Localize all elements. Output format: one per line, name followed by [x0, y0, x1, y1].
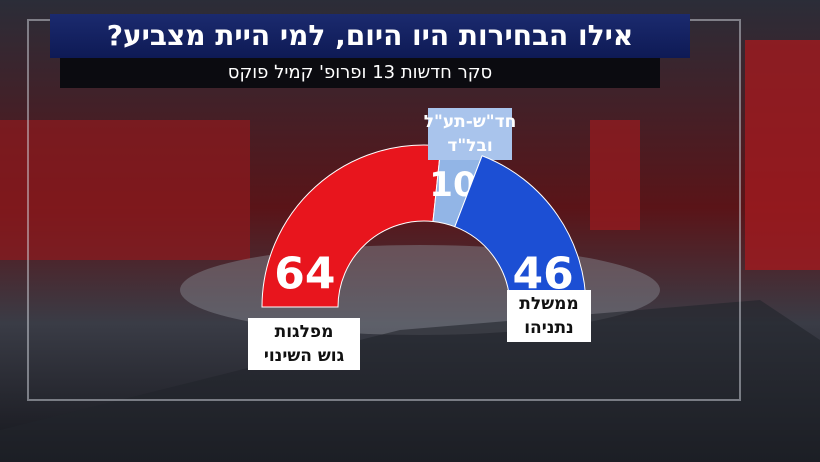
category-label: גוש השינוי [264, 346, 345, 366]
category-label: נתניהו [524, 318, 574, 338]
category-label: ממשלת [519, 294, 578, 314]
title: אילו הבחירות היו היום, למי היית מצביע? [50, 14, 690, 58]
studio-wall [745, 40, 820, 270]
value-label: 64 [274, 249, 335, 300]
studio-pillar [590, 120, 640, 230]
studio-wall [0, 120, 250, 260]
category-label: חד"ש-תע"ל [424, 112, 517, 132]
category-label: מפלגות [275, 322, 334, 342]
segment [261, 144, 442, 308]
category-label: ובל"ד [447, 136, 492, 156]
category-box [507, 290, 591, 342]
category-box [248, 318, 360, 370]
subtitle: סקר חדשות 13 ופרופ' קמיל פוקס [60, 58, 660, 88]
studio-floor [0, 300, 820, 462]
category-box [428, 108, 512, 160]
